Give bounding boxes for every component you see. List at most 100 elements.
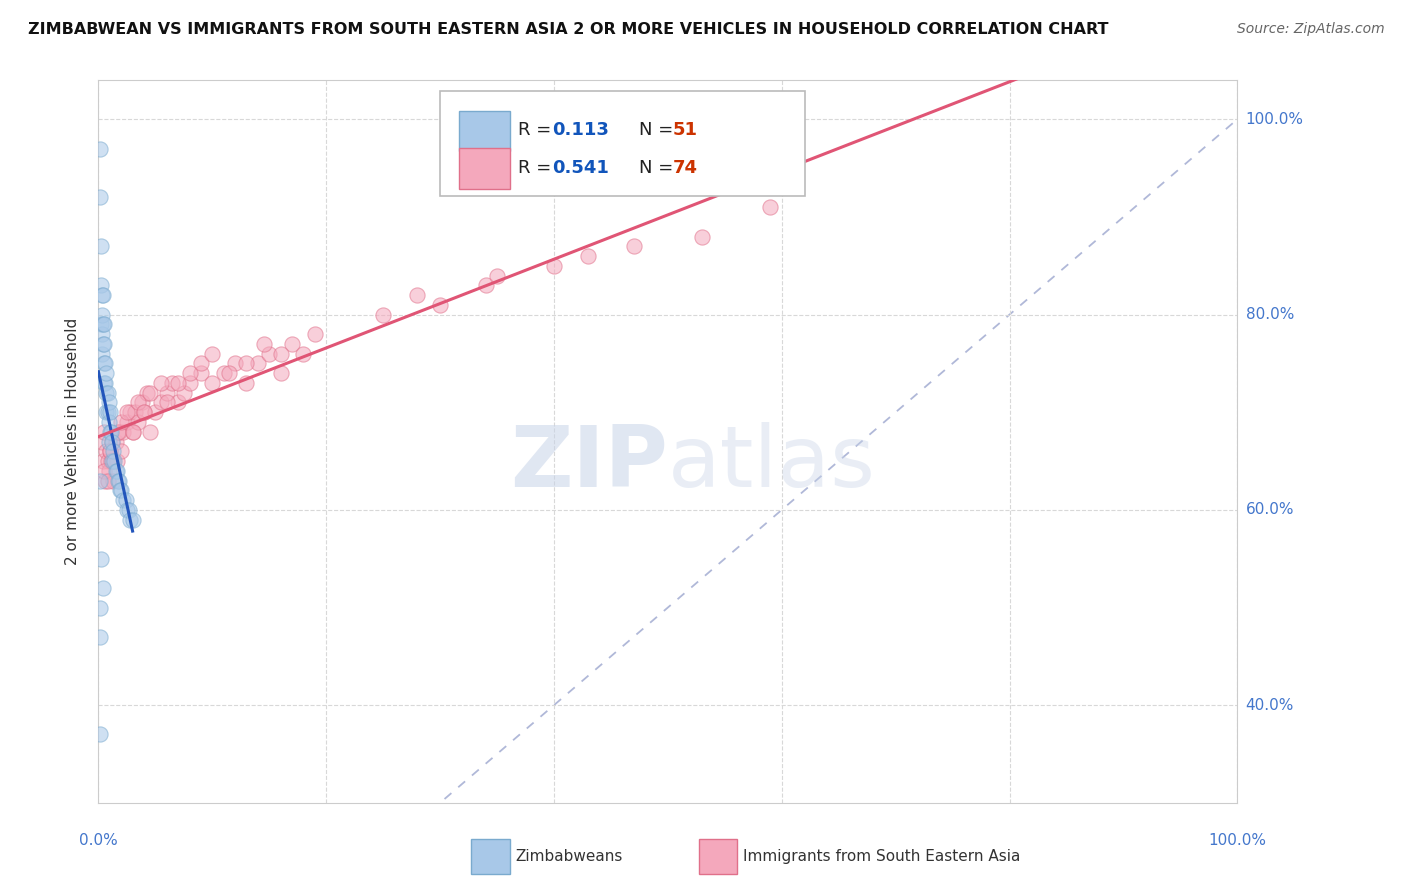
- Point: [212, 366, 235, 380]
- Point: [108, 474, 131, 488]
- Point: [145, 405, 167, 419]
- Point: [93, 318, 115, 332]
- Point: [90, 288, 112, 302]
- Point: [162, 376, 184, 390]
- FancyBboxPatch shape: [471, 838, 509, 873]
- Point: [91, 318, 114, 332]
- Point: [96, 474, 118, 488]
- Point: [93, 337, 115, 351]
- Text: ZIP: ZIP: [510, 422, 668, 505]
- Point: [89, 630, 111, 644]
- Text: 40.0%: 40.0%: [1246, 698, 1294, 713]
- Point: [90, 278, 112, 293]
- Point: [94, 376, 117, 390]
- Point: [201, 376, 224, 390]
- Point: [93, 425, 115, 439]
- Point: [96, 385, 118, 400]
- Point: [91, 454, 114, 468]
- Point: [474, 278, 496, 293]
- Point: [94, 474, 117, 488]
- Point: [132, 405, 155, 419]
- FancyBboxPatch shape: [460, 148, 509, 189]
- Point: [121, 513, 143, 527]
- Point: [118, 503, 141, 517]
- Text: N =: N =: [640, 121, 679, 139]
- Point: [235, 376, 257, 390]
- Point: [486, 268, 509, 283]
- Point: [101, 454, 124, 468]
- Point: [96, 366, 118, 380]
- Point: [103, 444, 125, 458]
- Y-axis label: 2 or more Vehicles in Household: 2 or more Vehicles in Household: [65, 318, 80, 566]
- FancyBboxPatch shape: [460, 111, 509, 151]
- Point: [90, 327, 112, 342]
- Point: [156, 385, 179, 400]
- Point: [281, 337, 304, 351]
- Point: [201, 346, 224, 360]
- Point: [98, 425, 121, 439]
- Point: [173, 385, 195, 400]
- Point: [138, 385, 160, 400]
- Point: [190, 356, 212, 370]
- Point: [96, 454, 118, 468]
- Point: [93, 464, 115, 478]
- Point: [131, 395, 153, 409]
- Point: [127, 415, 149, 429]
- Point: [104, 464, 127, 478]
- Point: [97, 434, 120, 449]
- Point: [107, 474, 129, 488]
- Point: [105, 464, 128, 478]
- Point: [93, 356, 115, 370]
- Point: [101, 434, 124, 449]
- Point: [100, 454, 122, 468]
- Point: [90, 346, 112, 360]
- Text: atlas: atlas: [668, 422, 876, 505]
- Point: [623, 239, 645, 253]
- Point: [371, 308, 394, 322]
- Point: [104, 434, 127, 449]
- Point: [150, 376, 173, 390]
- Point: [98, 444, 121, 458]
- Point: [103, 454, 125, 468]
- Point: [110, 415, 132, 429]
- Point: [270, 366, 292, 380]
- Point: [120, 405, 142, 419]
- Text: 0.541: 0.541: [551, 159, 609, 177]
- Point: [179, 366, 201, 380]
- Point: [120, 513, 142, 527]
- Point: [101, 434, 124, 449]
- Text: 100.0%: 100.0%: [1208, 833, 1267, 848]
- Point: [115, 503, 138, 517]
- Point: [115, 415, 138, 429]
- Point: [150, 395, 173, 409]
- Point: [114, 493, 136, 508]
- Point: [127, 395, 149, 409]
- Text: Immigrants from South Eastern Asia: Immigrants from South Eastern Asia: [742, 849, 1021, 863]
- Text: Source: ZipAtlas.com: Source: ZipAtlas.com: [1237, 22, 1385, 37]
- Point: [90, 434, 112, 449]
- FancyBboxPatch shape: [699, 838, 737, 873]
- Point: [94, 356, 117, 370]
- Point: [89, 142, 111, 156]
- Point: [167, 376, 190, 390]
- Text: R =: R =: [517, 121, 557, 139]
- Point: [224, 356, 246, 370]
- FancyBboxPatch shape: [440, 91, 804, 196]
- Text: 0.113: 0.113: [551, 121, 609, 139]
- Point: [690, 229, 713, 244]
- Point: [246, 356, 269, 370]
- Point: [124, 405, 146, 419]
- Point: [218, 366, 240, 380]
- Point: [138, 425, 160, 439]
- Point: [576, 249, 599, 263]
- Point: [190, 366, 212, 380]
- Point: [90, 308, 112, 322]
- Point: [108, 483, 131, 498]
- Point: [759, 200, 782, 214]
- Point: [543, 259, 565, 273]
- Point: [97, 395, 120, 409]
- Point: [115, 405, 138, 419]
- Point: [89, 190, 111, 204]
- Point: [429, 298, 451, 312]
- Text: 60.0%: 60.0%: [1246, 502, 1294, 517]
